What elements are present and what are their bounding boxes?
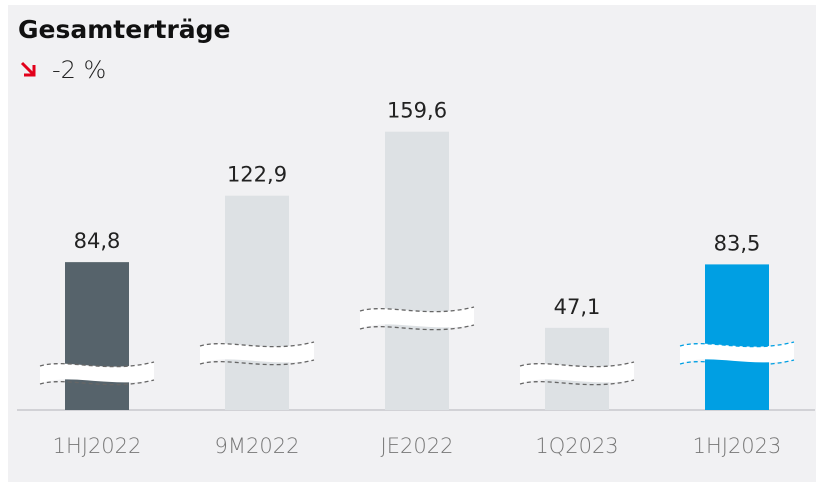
bar [385,131,449,410]
value-label: 84,8 [74,229,121,253]
axis-break-edge [199,359,315,366]
chart-subtitle: -2 % [52,56,106,84]
axis-break [680,342,794,364]
axis-break-edge [39,379,155,386]
axis-break-edge [679,359,795,366]
axis-break-edge [519,379,635,386]
x-tick-label: 9M2022 [215,434,300,458]
x-tick-label: 1Q2023 [535,434,618,458]
value-label: 122,9 [227,163,287,187]
bar [225,195,289,410]
bar [65,262,129,410]
value-label: 83,5 [714,231,761,255]
x-tick-label: JE2022 [381,434,454,458]
axis-break-edge [199,341,315,348]
bar [705,264,769,410]
value-label: 47,1 [554,295,601,319]
axis-break [40,362,154,384]
axis-break-edge [359,306,475,313]
chart-title: Gesamterträge [18,15,231,44]
axis-break-edge [519,361,635,368]
trend-arrow [20,61,36,77]
x-tick-label: 1HJ2022 [53,434,142,458]
axis-break [360,307,474,329]
axis-break [200,342,314,364]
axis-break-edge [679,341,795,348]
axis-break-edge [359,324,475,331]
value-label: 159,6 [387,99,447,123]
axis-break [520,362,634,384]
x-tick-label: 1HJ2023 [693,434,782,458]
axis-break-edge [39,361,155,368]
